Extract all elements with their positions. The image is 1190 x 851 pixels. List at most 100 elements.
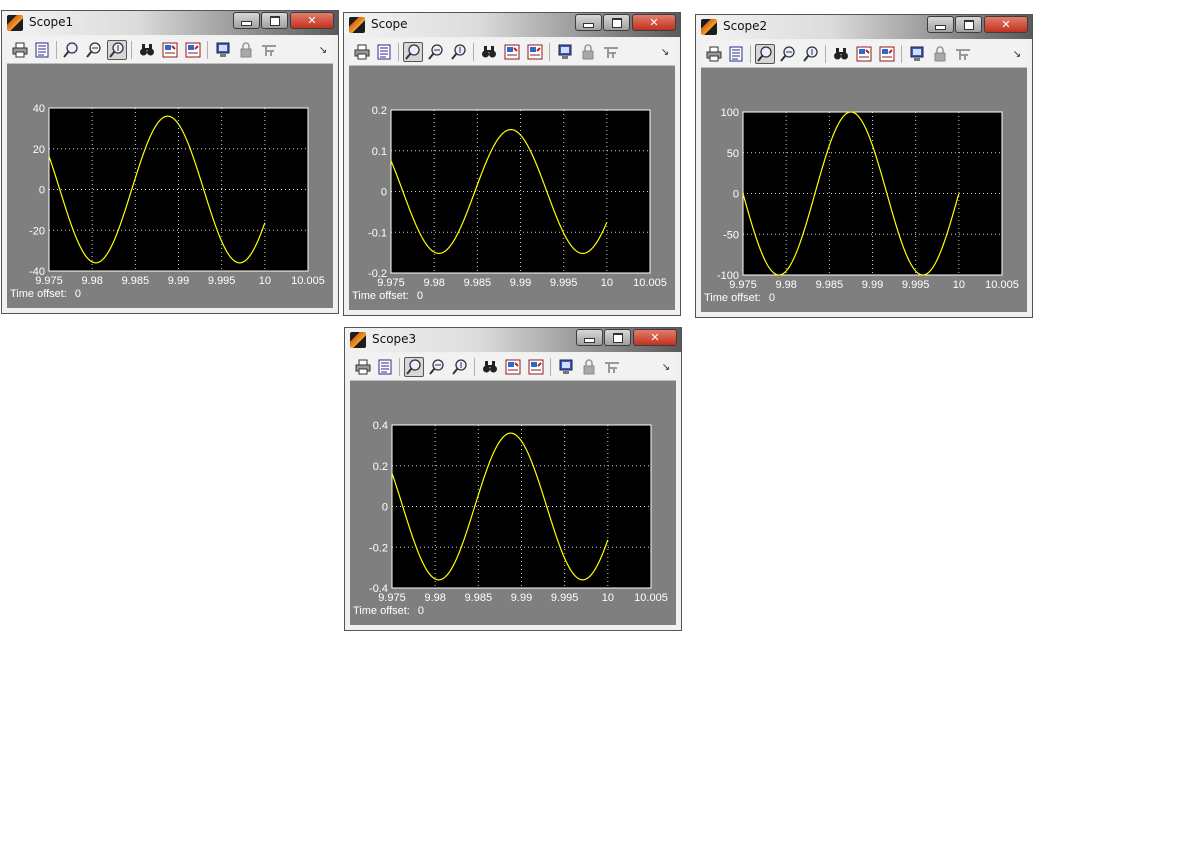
time-offset-value: 0 [416, 290, 423, 302]
scope-plot[interactable]: 9.975 9.98 9.985 9.99 9.995 10 10.005 100 50 0 -50… [701, 68, 1029, 314]
maximize-button[interactable] [603, 14, 630, 31]
restore-axes-icon [185, 42, 201, 58]
save-axes-button[interactable] [160, 40, 180, 60]
close-button[interactable]: ✕ [633, 329, 677, 346]
zoom-y-button[interactable] [107, 40, 127, 60]
zoom-button[interactable] [403, 42, 423, 62]
zoom-button[interactable] [61, 40, 81, 60]
scope-toolbar: ↘ [349, 39, 675, 66]
signal-selector-button[interactable] [953, 44, 973, 64]
floating-scope-button[interactable] [555, 42, 575, 62]
restore-axes-icon [527, 44, 543, 60]
print-button[interactable] [10, 40, 30, 60]
minimize-button[interactable] [233, 12, 260, 29]
plot-area [392, 425, 651, 588]
restore-axes-button[interactable] [525, 42, 545, 62]
title-bar[interactable]: Scope3 ✕ [345, 328, 681, 352]
minimize-button[interactable] [576, 329, 603, 346]
toolbar-separator [901, 45, 902, 63]
restore-axes-icon [528, 359, 544, 375]
plot-border [742, 111, 1003, 276]
save-axes-button[interactable] [502, 42, 522, 62]
zoom-icon [63, 42, 78, 58]
save-axes-button[interactable] [854, 44, 874, 64]
maximize-button[interactable] [604, 329, 631, 346]
close-button[interactable]: ✕ [984, 16, 1028, 33]
maximize-button[interactable] [955, 16, 982, 33]
time-offset-label: Time offset: [353, 605, 410, 617]
title-bar[interactable]: Scope2 ✕ [696, 15, 1032, 39]
zoom-y-button[interactable] [449, 42, 469, 62]
x-tick-label: 9.995 [551, 592, 579, 604]
signal-selector-button[interactable] [259, 40, 279, 60]
zoom-x-button[interactable] [427, 357, 447, 377]
restore-axes-button[interactable] [877, 44, 897, 64]
signal-selector-button[interactable] [602, 357, 622, 377]
x-tick-label: 9.98 [424, 592, 445, 604]
scope-plot[interactable]: 9.975 9.98 9.985 9.99 9.995 10 10.005 0.4 0.2 0 -0… [350, 381, 678, 627]
plot-border [391, 424, 652, 589]
floating-scope-button[interactable] [213, 40, 233, 60]
toolbar-menu-arrow-icon: ↘ [660, 46, 670, 58]
toolbar-menu-arrow[interactable]: ↘ [655, 42, 675, 62]
signal-selector-button[interactable] [601, 42, 621, 62]
close-button[interactable]: ✕ [632, 14, 676, 31]
autoscale-button[interactable] [480, 357, 500, 377]
zoom-icon [406, 359, 421, 375]
parameters-button[interactable] [375, 357, 395, 377]
time-offset-label: Time offset: [704, 292, 761, 304]
lock-axes-icon [240, 42, 252, 58]
floating-scope-button[interactable] [907, 44, 927, 64]
toolbar-menu-arrow[interactable]: ↘ [1007, 44, 1027, 64]
toolbar-menu-arrow-icon: ↘ [661, 361, 671, 373]
print-button[interactable] [704, 44, 724, 64]
zoom-x-button[interactable] [778, 44, 798, 64]
autoscale-button[interactable] [479, 42, 499, 62]
toolbar-menu-arrow-icon: ↘ [1012, 48, 1022, 60]
restore-axes-button[interactable] [526, 357, 546, 377]
parameters-icon [377, 44, 391, 60]
signal-trace [742, 111, 960, 276]
parameters-button[interactable] [32, 40, 52, 60]
scope-plot[interactable]: 9.975 9.98 9.985 9.99 9.995 10 10.005 0.2 0.1 0 -0… [349, 66, 677, 312]
title-bar[interactable]: Scope1 ✕ [2, 11, 338, 35]
zoom-x-button[interactable] [426, 42, 446, 62]
toolbar-separator [398, 43, 399, 61]
minimize-button[interactable] [575, 14, 602, 31]
scope-display: 9.975 9.98 9.985 9.99 9.995 10 10.005 0.4 0.2 0 -0… [350, 381, 676, 625]
autoscale-button[interactable] [831, 44, 851, 64]
close-button[interactable]: ✕ [290, 12, 334, 29]
zoom-y-icon [109, 42, 124, 58]
print-button[interactable] [353, 357, 373, 377]
minimize-button[interactable] [927, 16, 954, 33]
zoom-button[interactable] [404, 357, 424, 377]
zoom-button[interactable] [755, 44, 775, 64]
floating-scope-icon [910, 46, 924, 61]
maximize-button[interactable] [261, 12, 288, 29]
zoom-x-button[interactable] [84, 40, 104, 60]
zoom-y-button[interactable] [801, 44, 821, 64]
time-offset: Time offset: 0 [704, 292, 775, 304]
x-tick-label: 9.975 [35, 275, 63, 287]
parameters-icon [35, 42, 49, 58]
parameters-button[interactable] [726, 44, 746, 64]
save-axes-button[interactable] [503, 357, 523, 377]
lock-axes-button[interactable] [579, 357, 599, 377]
toolbar-menu-arrow[interactable]: ↘ [313, 40, 333, 60]
toolbar-separator [550, 358, 551, 376]
print-button[interactable] [352, 42, 372, 62]
x-tick-label: 9.995 [902, 279, 930, 291]
lock-axes-button[interactable] [930, 44, 950, 64]
y-tick-label: 40 [33, 103, 45, 115]
zoom-y-button[interactable] [450, 357, 470, 377]
scope-toolbar: ↘ [350, 354, 676, 381]
lock-axes-button[interactable] [236, 40, 256, 60]
scope-plot[interactable]: 9.975 9.98 9.985 9.99 9.995 10 10.005 40 20 0 -20 -… [7, 64, 335, 310]
restore-axes-button[interactable] [183, 40, 203, 60]
toolbar-menu-arrow[interactable]: ↘ [656, 357, 676, 377]
lock-axes-button[interactable] [578, 42, 598, 62]
floating-scope-button[interactable] [556, 357, 576, 377]
title-bar[interactable]: Scope ✕ [344, 13, 680, 37]
parameters-button[interactable] [374, 42, 394, 62]
autoscale-button[interactable] [137, 40, 157, 60]
